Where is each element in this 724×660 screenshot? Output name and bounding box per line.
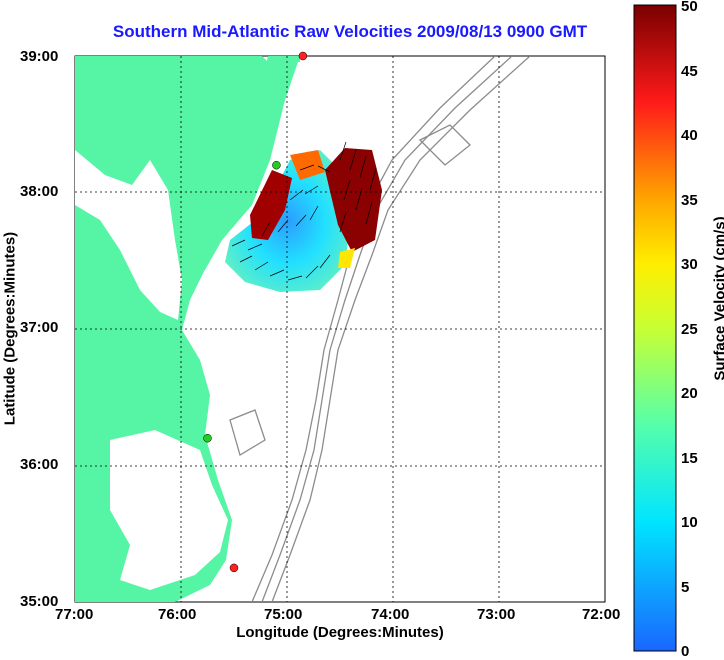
station-marker-0 <box>299 52 307 60</box>
station-marker-3 <box>230 564 238 572</box>
colorbar <box>634 5 676 651</box>
station-marker-2 <box>204 434 212 442</box>
land-cape-may <box>288 56 300 62</box>
station-marker-1 <box>272 161 280 169</box>
